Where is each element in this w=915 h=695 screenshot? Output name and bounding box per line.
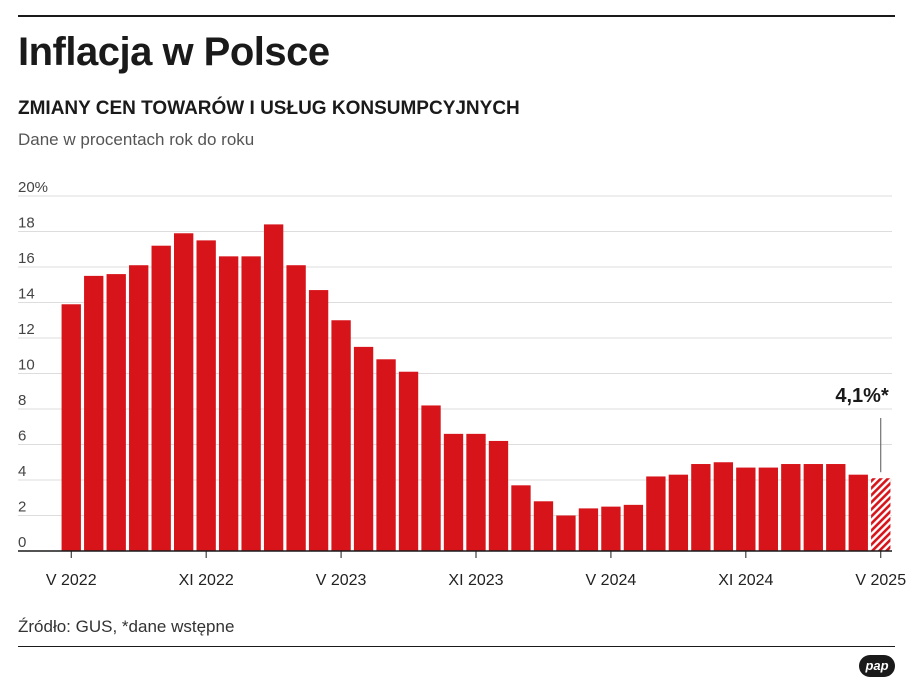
bar	[578, 508, 599, 551]
y-tick-label: 18	[18, 215, 35, 232]
x-axis: V 2022 XI 2022 V 2023 XI 2023 V 2024 XI 2024 V…	[18, 550, 906, 589]
bar	[556, 515, 576, 551]
bar	[488, 440, 509, 551]
bar	[511, 485, 531, 551]
bar	[129, 265, 149, 551]
y-tick-label: 14	[18, 286, 35, 303]
pap-logo: pap	[859, 655, 895, 677]
y-tick-label: 16	[18, 250, 35, 267]
bar	[151, 245, 171, 551]
x-tick-label: V 2022	[46, 572, 97, 589]
top-rule	[18, 15, 895, 17]
bar	[466, 433, 486, 551]
y-tick-label: 2	[18, 499, 26, 516]
bar	[376, 359, 396, 551]
x-tick-label: V 2024	[586, 572, 637, 589]
bar	[174, 233, 194, 551]
bars	[61, 224, 891, 551]
bar	[691, 464, 711, 551]
bar	[736, 467, 756, 551]
bar	[848, 474, 868, 551]
y-tick-label: 12	[18, 321, 35, 338]
y-tick-label: 8	[18, 392, 26, 409]
highlight-bar	[871, 478, 891, 551]
bar	[196, 240, 216, 551]
bar	[758, 467, 778, 551]
bar	[61, 304, 81, 551]
bar	[286, 265, 306, 551]
y-tick-label: 20%	[18, 179, 48, 196]
x-tick-label: XI 2022	[179, 572, 234, 589]
bar	[308, 290, 329, 551]
bar	[443, 433, 464, 551]
bar	[84, 275, 104, 551]
bar	[668, 474, 689, 551]
bottom-rule	[18, 646, 895, 647]
x-tick-label: V 2025	[855, 572, 906, 589]
bar	[331, 320, 351, 551]
y-tick-label: 0	[18, 534, 26, 551]
bar	[713, 462, 734, 551]
bar	[803, 464, 823, 551]
x-tick-label: XI 2023	[448, 572, 503, 589]
chart-subtitle: ZMIANY CEN TOWARÓW I USŁUG KONSUMPCYJNYC…	[18, 98, 520, 119]
y-tick-label: 10	[18, 357, 35, 374]
x-tick-label: XI 2024	[718, 572, 773, 589]
y-tick-label: 6	[18, 428, 26, 445]
bar	[218, 256, 239, 551]
bar	[601, 506, 621, 551]
chart-title: Inflacja w Polsce	[18, 30, 330, 74]
source-note: Źródło: GUS, *dane wstępne	[18, 617, 235, 636]
callout-label: 4,1%*	[835, 385, 889, 407]
bar	[398, 371, 419, 551]
y-tick-label: 4	[18, 463, 26, 480]
bar	[263, 224, 284, 551]
bar	[106, 274, 126, 551]
bar-chart: 0 2 4 6 8 10 12 14 16 18 20% V 2022 XI 2022 V 2023 XI…	[18, 179, 906, 589]
units-note: Dane w procentach rok do roku	[18, 130, 255, 149]
bar	[781, 464, 801, 551]
bar	[646, 476, 666, 551]
bar	[421, 405, 441, 551]
bar	[353, 346, 374, 551]
bar	[826, 464, 846, 551]
x-tick-label: V 2023	[316, 572, 367, 589]
bar	[623, 504, 644, 551]
bar	[241, 256, 261, 551]
bar	[533, 501, 554, 551]
highlight-callout: 4,1%*	[835, 385, 889, 473]
y-axis-ticks: 0 2 4 6 8 10 12 14 16 18 20%	[18, 179, 48, 551]
